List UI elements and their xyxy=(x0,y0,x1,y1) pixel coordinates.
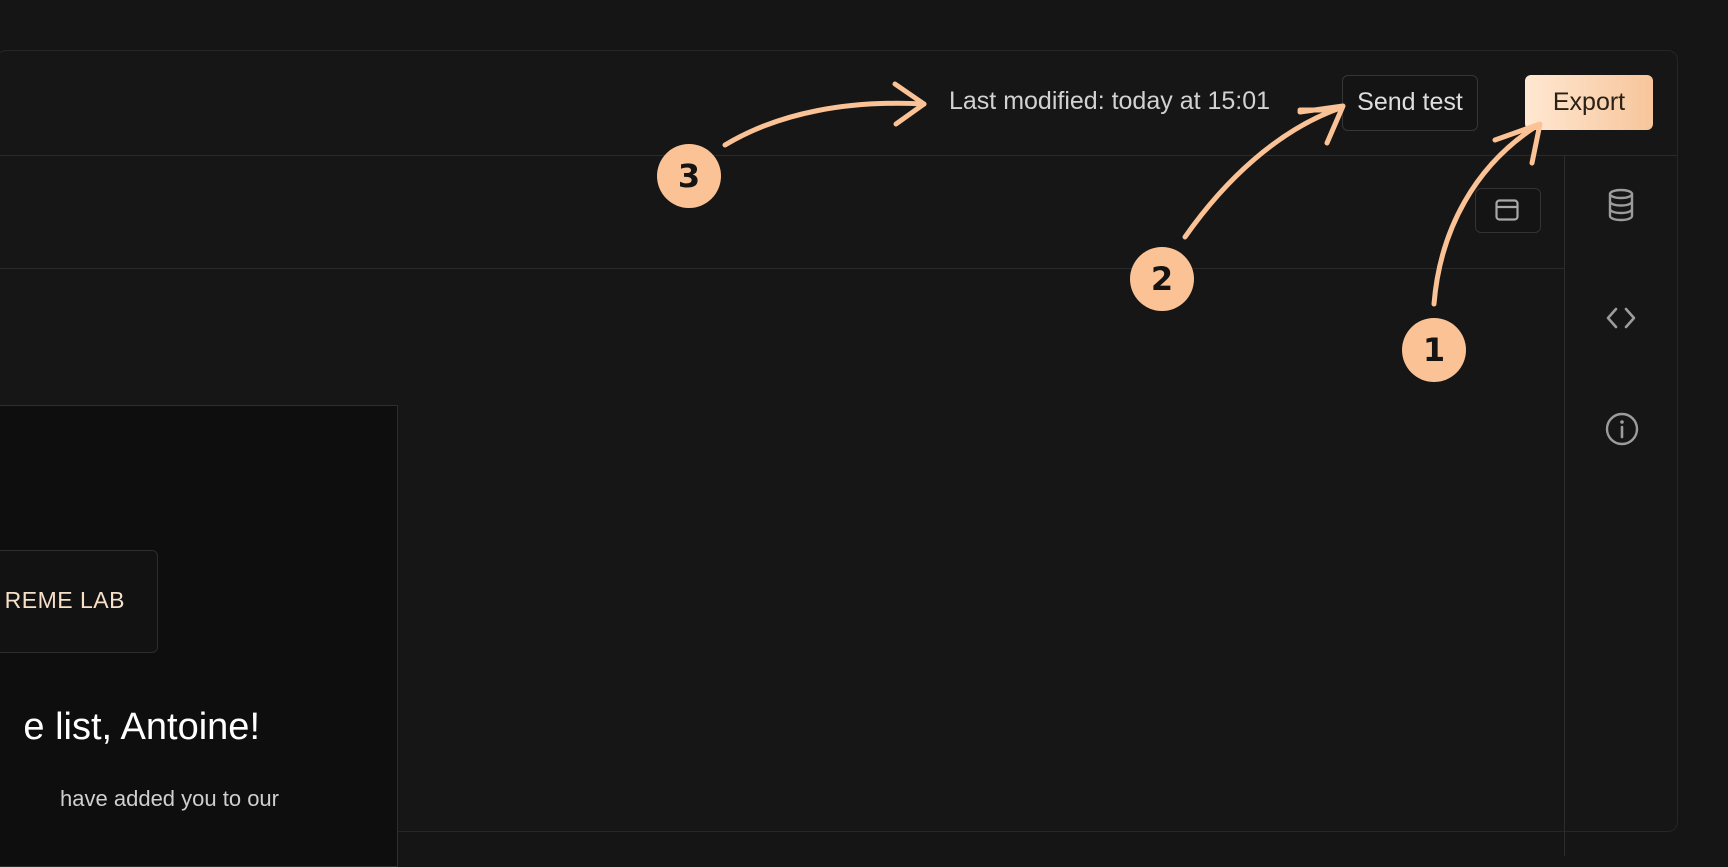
layout-toggle-button[interactable] xyxy=(1475,188,1541,233)
export-button[interactable]: Export xyxy=(1525,75,1653,130)
preview-toolbar xyxy=(0,156,1564,269)
panel-layout-icon xyxy=(1495,199,1519,221)
email-headline: e list, Antoine! xyxy=(23,706,260,748)
annotation-badge-2: 2 xyxy=(1130,247,1194,311)
brand-logo-box: REME LAB xyxy=(0,550,158,653)
right-rail xyxy=(1564,156,1678,856)
email-preview: REME LAB e list, Antoine! have added you… xyxy=(0,405,398,867)
send-test-button[interactable]: Send test xyxy=(1342,75,1478,131)
brand-text: REME LAB xyxy=(4,587,125,613)
app-window: Last modified: today at 15:01 Send test … xyxy=(0,50,1678,867)
email-body-text: have added you to our xyxy=(60,786,279,811)
last-modified-text: Last modified: today at 15:01 xyxy=(949,87,1271,115)
code-icon[interactable] xyxy=(1605,306,1637,330)
annotation-badge-3: 3 xyxy=(657,144,721,208)
top-bar: Last modified: today at 15:01 Send test … xyxy=(0,51,1677,156)
annotation-badge-1: 1 xyxy=(1402,318,1466,382)
database-icon[interactable] xyxy=(1605,188,1637,222)
info-icon[interactable] xyxy=(1605,412,1639,446)
